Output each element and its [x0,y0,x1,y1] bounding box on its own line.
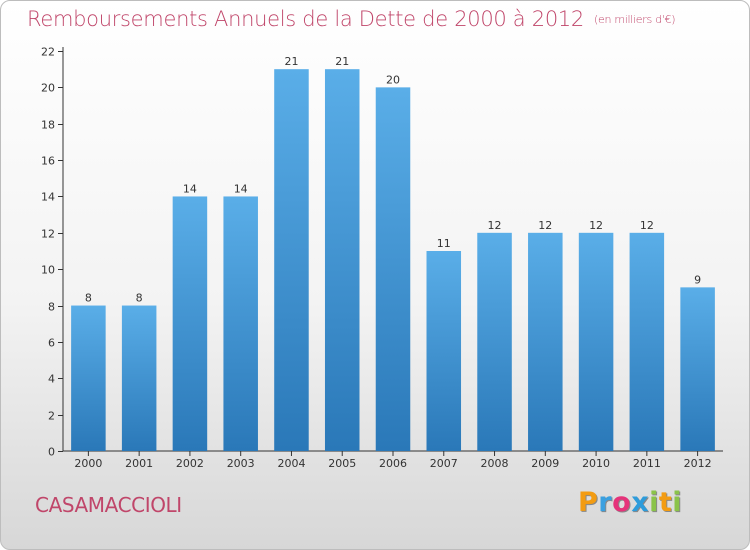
bar-2006 [375,87,411,451]
bar-2012 [680,287,715,451]
bar-2001 [121,305,157,451]
chart-subtitle: (en milliers d'€) [594,13,676,26]
data-label: 8 [136,292,143,305]
x-tick-label: 2008 [481,457,509,470]
data-label: 21 [284,55,298,68]
logo-letter: P [578,487,599,518]
data-label: 14 [234,182,248,195]
y-tick-label: 18 [41,119,55,132]
data-label: 9 [694,273,701,286]
x-tick-label: 2011 [633,457,661,470]
x-tick-label: 2003 [227,457,255,470]
data-labels: 8 8 14 14 21 21 20 11 12 12 12 12 9 [85,55,701,304]
bar-2003 [223,196,258,451]
proxiti-logo: Proxiti [578,487,682,518]
logo-letter: r [598,487,613,518]
x-tick-label: 2005 [328,457,356,470]
commune-name: CASAMACCIOLI [35,493,182,517]
y-tick-label: 22 [41,46,55,59]
data-label: 12 [538,219,552,232]
y-tick-label: 0 [48,446,55,459]
y-tick-label: 14 [41,191,55,204]
y-tick-label: 8 [48,301,55,314]
data-label: 8 [85,292,92,305]
x-tick-label: 2009 [531,457,559,470]
logo-letter: o [612,487,632,518]
bar-2007 [426,251,462,451]
axes: 0 2 4 6 8 10 12 14 16 18 20 22 2000 2001 2002 2003 2004 2… [41,46,723,470]
data-label: 11 [437,237,451,250]
x-tick-label: 2000 [74,457,102,470]
y-tick-label: 10 [41,264,55,277]
bar-2009 [528,232,563,451]
x-tick-label: 2001 [125,457,153,470]
y-tick-label: 16 [41,155,55,168]
bar-2005 [324,69,360,451]
data-label: 12 [488,219,502,232]
y-tick-label: 20 [41,82,55,95]
logo-letter: i [649,487,659,518]
x-tick-label: 2004 [277,457,305,470]
x-tick-label: 2010 [582,457,610,470]
bar-2011 [629,232,665,451]
title-text: Remboursements Annuels de la Dette de 20… [27,7,584,31]
x-tick-label: 2012 [684,457,712,470]
data-label: 12 [640,219,654,232]
x-tick-label: 2006 [379,457,407,470]
logo-letter: i [672,487,683,518]
data-label: 14 [183,182,197,195]
x-tick-label: 2002 [176,457,204,470]
bar-2010 [578,232,614,451]
logo-letter: x [631,487,650,518]
y-tick-label: 2 [48,410,55,423]
bars [71,69,715,451]
data-label: 12 [589,219,603,232]
bar-2000 [71,305,106,451]
data-label: 20 [386,73,400,86]
bar-2004 [274,69,309,451]
x-tick-label: 2007 [430,457,458,470]
data-label: 21 [335,55,349,68]
bar-2008 [477,232,512,451]
chart-title: Remboursements Annuels de la Dette de 20… [27,7,675,31]
y-tick-label: 4 [48,373,55,386]
logo-letter: t [658,487,673,518]
bar-2002 [172,196,208,451]
y-tick-label: 6 [48,337,55,350]
y-tick-label: 12 [41,228,55,241]
